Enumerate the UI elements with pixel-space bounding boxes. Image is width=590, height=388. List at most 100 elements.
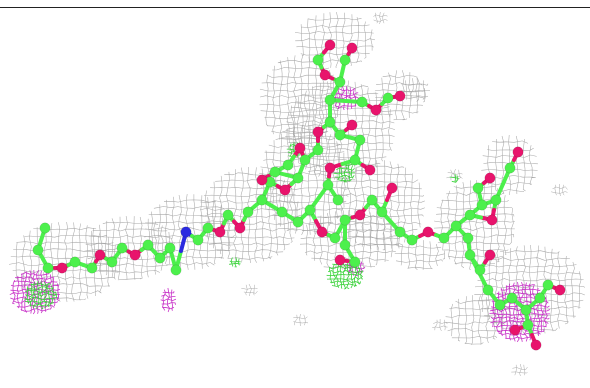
carbon-atom-50	[339, 214, 351, 226]
carbon-atom-47	[304, 204, 316, 216]
positive-difference-2-lines	[333, 161, 356, 183]
density-fragment-2	[511, 364, 529, 376]
oxygen-atom-57	[334, 254, 346, 266]
carbon-atom-38	[356, 96, 368, 108]
oxygen-atom-30	[346, 119, 358, 131]
carbon-atom-7	[106, 256, 118, 268]
positive-difference-4-lines	[229, 256, 241, 268]
positive-difference-1-lines	[326, 260, 364, 290]
carbon-atom-59	[282, 159, 294, 171]
carbon-atom-45	[276, 206, 288, 218]
carbon-atom-40	[382, 92, 394, 104]
carbon-atom-42	[354, 134, 366, 146]
atoms	[32, 39, 566, 351]
negative-difference-1	[160, 287, 177, 313]
carbon-atom-55	[339, 239, 351, 251]
density-mesh-1-lines	[83, 216, 175, 281]
carbon-atom-2	[42, 262, 54, 274]
carbon-atom-69	[450, 220, 462, 232]
carbon-atom-83	[520, 304, 532, 316]
positive-difference-0	[23, 281, 58, 310]
oxygen-atom-51	[354, 209, 366, 221]
oxygen-atom-23	[279, 184, 291, 196]
oxygen-atom-64	[324, 162, 336, 174]
density-mesh-16	[400, 78, 430, 102]
carbon-atom-20	[242, 206, 254, 218]
density-fragment-0	[293, 313, 308, 327]
oxygen-atom-79	[484, 249, 496, 261]
oxygen-atom-37	[346, 42, 358, 54]
oxygen-atom-54	[386, 182, 398, 194]
carbon-atom-53	[376, 206, 388, 218]
carbon-atom-63	[332, 194, 344, 206]
carbon-atom-16	[202, 222, 214, 234]
carbon-atom-25	[299, 154, 311, 166]
oxygen-atom-61	[256, 174, 268, 186]
carbon-atom-65	[394, 226, 406, 238]
carbon-atom-84	[534, 292, 546, 304]
oxygen-atom-17	[214, 226, 226, 238]
carbon-atom-56	[349, 256, 361, 268]
density-fragment-1-lines	[432, 319, 448, 332]
carbon-atom-70	[462, 232, 474, 244]
carbon-atom-78	[474, 264, 486, 276]
density-mesh-10-lines	[394, 240, 445, 270]
carbon-atom-13	[170, 264, 182, 276]
carbon-atom-46	[292, 216, 304, 228]
oxygen-atom-89	[509, 324, 521, 336]
carbon-atom-21	[256, 194, 268, 206]
carbon-atom-11	[154, 252, 166, 264]
density-mesh-16-lines	[400, 78, 430, 102]
oxygen-atom-67	[422, 226, 434, 238]
nitrogen-atom-14	[180, 226, 192, 238]
carbon-atom-52	[366, 194, 378, 206]
carbon-atom-8	[116, 242, 128, 254]
carbon-atom-32	[334, 76, 346, 88]
density-fragment-0-lines	[293, 313, 308, 327]
oxygen-atom-41	[394, 90, 406, 102]
top-border-line	[0, 7, 590, 8]
oxygen-atom-19	[234, 222, 246, 234]
oxygen-atom-6	[94, 249, 106, 261]
carbon-atom-85	[542, 279, 554, 291]
oxygen-atom-27	[312, 126, 324, 138]
carbon-atom-10	[142, 239, 154, 251]
carbon-atom-1	[32, 244, 44, 256]
density-fragment-5	[551, 184, 569, 196]
oxygen-atom-9	[129, 249, 141, 261]
oxygen-atom-39	[370, 104, 382, 116]
carbon-atom-75	[490, 194, 502, 206]
carbon-atom-36	[339, 54, 351, 66]
carbon-atom-15	[192, 234, 204, 246]
oxygen-atom-76	[486, 214, 498, 226]
density-mesh-14	[445, 295, 505, 345]
carbon-atom-31	[324, 94, 336, 106]
positive-difference-2	[333, 161, 356, 183]
carbon-atom-73	[472, 182, 484, 194]
oxygen-atom-35	[324, 39, 336, 51]
carbon-atom-29	[334, 129, 346, 141]
carbon-atom-5	[86, 262, 98, 274]
oxygen-atom-48	[316, 226, 328, 238]
oxygen-atom-88	[530, 339, 542, 351]
oxygen-atom-33	[319, 69, 331, 81]
density-mesh-14-lines	[445, 295, 505, 345]
negative-difference-2-lines	[489, 281, 551, 343]
carbon-atom-4	[69, 256, 81, 268]
carbon-atom-81	[494, 299, 506, 311]
carbon-atom-60	[269, 166, 281, 178]
carbon-atom-77	[464, 249, 476, 261]
oxygen-atom-3	[56, 262, 68, 274]
carbon-atom-28	[324, 116, 336, 128]
density-fragment-3	[241, 283, 258, 297]
density-fragment-4-lines	[373, 11, 388, 25]
carbon-atom-66	[406, 234, 418, 246]
positive-difference-5	[449, 173, 460, 183]
carbon-atom-43	[349, 154, 361, 166]
carbon-atom-80	[482, 284, 494, 296]
carbon-atom-18	[222, 209, 234, 221]
oxygen-atom-58	[294, 142, 306, 154]
carbon-atom-0	[39, 222, 51, 234]
density-mesh-10	[394, 240, 445, 270]
